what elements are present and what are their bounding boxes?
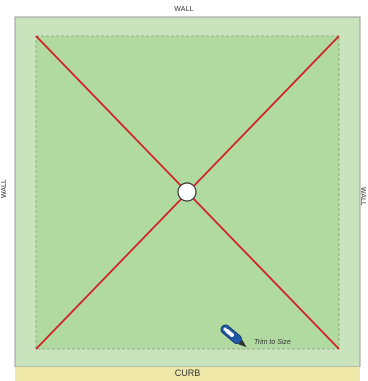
drain-circle [177, 182, 197, 202]
curb-label: CURB [174, 368, 201, 378]
curb-strip [15, 367, 360, 381]
wall-label-left: WALL [1, 179, 8, 198]
wall-label-top: WALL [174, 6, 194, 13]
utility-knife-icon [220, 324, 247, 348]
wall-label-right: WALL [359, 187, 366, 206]
trim-to-size-label: Trim to Size [254, 339, 291, 346]
shower-pan-diagram [14, 16, 361, 367]
